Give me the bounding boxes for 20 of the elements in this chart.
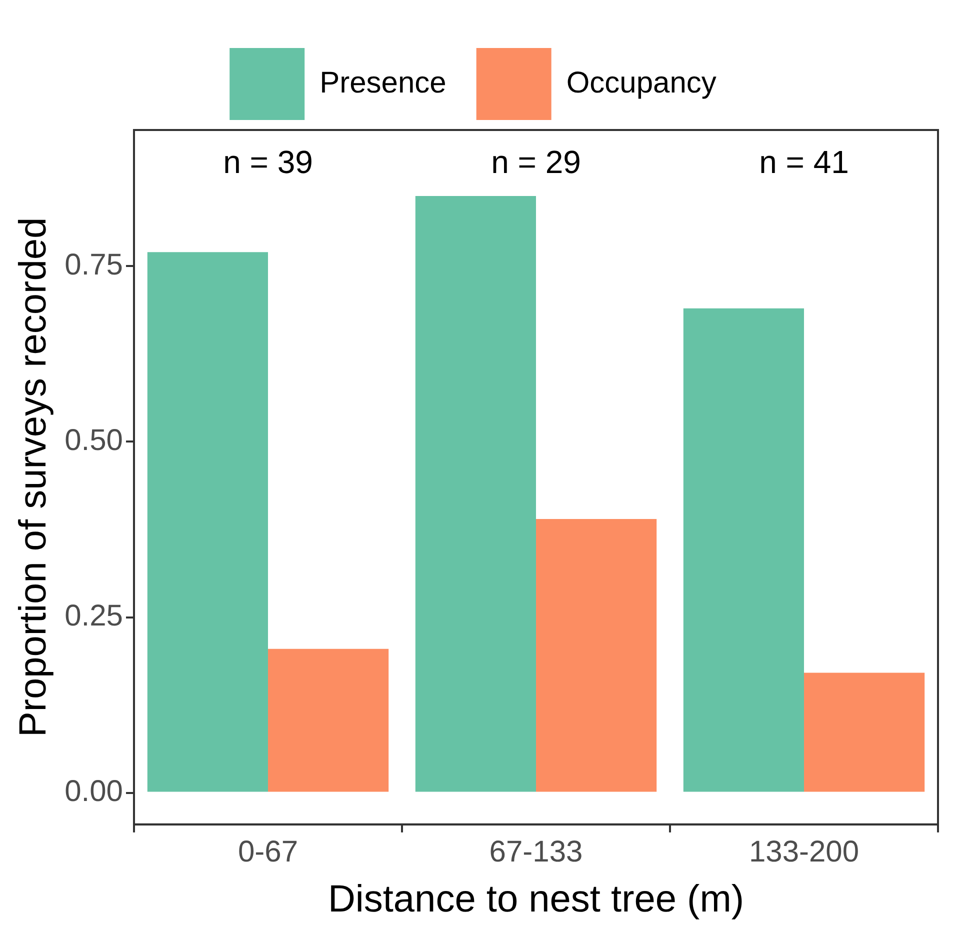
annotation: n = 41 bbox=[759, 144, 849, 180]
bar bbox=[415, 196, 536, 792]
x-tick-label: 67-133 bbox=[489, 836, 583, 869]
x-tick-label: 0-67 bbox=[238, 836, 298, 869]
bar bbox=[268, 648, 389, 792]
annotation: n = 29 bbox=[491, 144, 581, 180]
y-axis-title: Proportion of surveys recorded bbox=[12, 217, 54, 737]
bar bbox=[147, 252, 268, 792]
bar bbox=[536, 518, 657, 792]
y-tick-label: 0.75 bbox=[64, 248, 123, 282]
y-tick-label: 0.50 bbox=[64, 424, 123, 458]
y-tick-label: 0.25 bbox=[64, 600, 123, 633]
bar bbox=[683, 308, 804, 792]
bar bbox=[804, 672, 925, 792]
legend-label: Presence bbox=[320, 66, 446, 100]
legend-label: Occupancy bbox=[566, 66, 716, 100]
x-tick-label: 133-200 bbox=[748, 836, 860, 869]
x-axis-title: Distance to nest tree (m) bbox=[328, 878, 744, 921]
annotation: n = 39 bbox=[223, 144, 313, 180]
y-tick-label: 0.00 bbox=[64, 775, 123, 808]
